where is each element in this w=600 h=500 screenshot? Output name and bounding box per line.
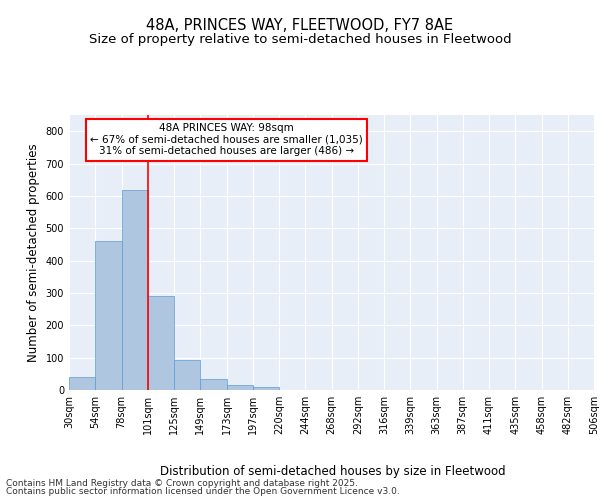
Bar bbox=[95, 241, 121, 390]
Bar bbox=[253, 387, 279, 390]
Text: Contains HM Land Registry data © Crown copyright and database right 2025.: Contains HM Land Registry data © Crown c… bbox=[6, 478, 358, 488]
Bar bbox=[200, 380, 227, 390]
Text: 48A PRINCES WAY: 98sqm
← 67% of semi-detached houses are smaller (1,035)
31% of : 48A PRINCES WAY: 98sqm ← 67% of semi-det… bbox=[90, 123, 363, 156]
Text: Distribution of semi-detached houses by size in Fleetwood: Distribution of semi-detached houses by … bbox=[160, 464, 506, 477]
Bar bbox=[121, 190, 148, 390]
Bar bbox=[227, 385, 253, 390]
Text: 48A, PRINCES WAY, FLEETWOOD, FY7 8AE: 48A, PRINCES WAY, FLEETWOOD, FY7 8AE bbox=[146, 18, 454, 32]
Text: Contains public sector information licensed under the Open Government Licence v3: Contains public sector information licen… bbox=[6, 487, 400, 496]
Bar bbox=[174, 360, 200, 390]
Y-axis label: Number of semi-detached properties: Number of semi-detached properties bbox=[27, 143, 40, 362]
Text: Size of property relative to semi-detached houses in Fleetwood: Size of property relative to semi-detach… bbox=[89, 32, 511, 46]
Bar bbox=[69, 377, 95, 390]
Bar bbox=[148, 296, 174, 390]
